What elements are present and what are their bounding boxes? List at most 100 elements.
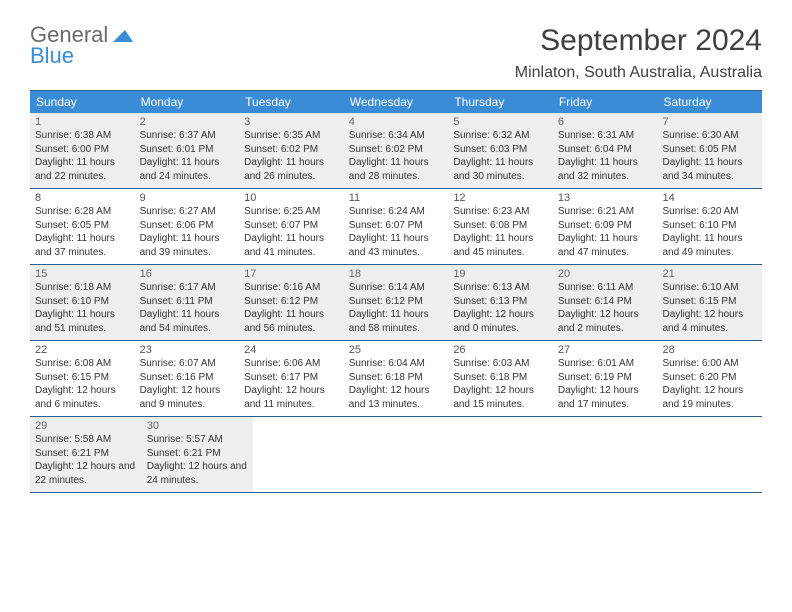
day-cell: 12Sunrise: 6:23 AMSunset: 6:08 PMDayligh… [448,189,553,264]
weekday-monday: Monday [135,91,240,113]
day-info: Sunrise: 6:38 AMSunset: 6:00 PMDaylight:… [35,129,130,183]
day-info: Sunrise: 5:58 AMSunset: 6:21 PMDaylight:… [35,433,137,487]
day-number: 28 [662,344,757,356]
day-number: 1 [35,116,130,128]
day-number: 29 [35,420,137,432]
month-title: September 2024 [515,24,762,58]
day-cell: 18Sunrise: 6:14 AMSunset: 6:12 PMDayligh… [344,265,449,340]
day-number: 26 [453,344,548,356]
day-info: Sunrise: 6:01 AMSunset: 6:19 PMDaylight:… [558,357,653,411]
day-info: Sunrise: 6:16 AMSunset: 6:12 PMDaylight:… [244,281,339,335]
day-number: 16 [140,268,235,280]
day-info: Sunrise: 6:32 AMSunset: 6:03 PMDaylight:… [453,129,548,183]
day-number: 30 [147,420,249,432]
empty-cell [355,417,457,492]
weeks-container: 1Sunrise: 6:38 AMSunset: 6:00 PMDaylight… [30,113,762,493]
day-cell: 10Sunrise: 6:25 AMSunset: 6:07 PMDayligh… [239,189,344,264]
day-cell: 8Sunrise: 6:28 AMSunset: 6:05 PMDaylight… [30,189,135,264]
day-number: 21 [662,268,757,280]
day-info: Sunrise: 6:37 AMSunset: 6:01 PMDaylight:… [140,129,235,183]
day-number: 14 [662,192,757,204]
day-info: Sunrise: 6:11 AMSunset: 6:14 PMDaylight:… [558,281,653,335]
day-cell: 3Sunrise: 6:35 AMSunset: 6:02 PMDaylight… [239,113,344,188]
day-number: 6 [558,116,653,128]
day-number: 8 [35,192,130,204]
day-number: 24 [244,344,339,356]
day-info: Sunrise: 6:06 AMSunset: 6:17 PMDaylight:… [244,357,339,411]
day-cell: 6Sunrise: 6:31 AMSunset: 6:04 PMDaylight… [553,113,658,188]
day-number: 18 [349,268,444,280]
day-cell: 27Sunrise: 6:01 AMSunset: 6:19 PMDayligh… [553,341,658,416]
day-cell: 28Sunrise: 6:00 AMSunset: 6:20 PMDayligh… [657,341,762,416]
day-cell: 29Sunrise: 5:58 AMSunset: 6:21 PMDayligh… [30,417,142,492]
day-cell: 24Sunrise: 6:06 AMSunset: 6:17 PMDayligh… [239,341,344,416]
day-cell: 22Sunrise: 6:08 AMSunset: 6:15 PMDayligh… [30,341,135,416]
day-number: 7 [662,116,757,128]
day-cell: 15Sunrise: 6:18 AMSunset: 6:10 PMDayligh… [30,265,135,340]
weekday-tuesday: Tuesday [239,91,344,113]
day-cell: 7Sunrise: 6:30 AMSunset: 6:05 PMDaylight… [657,113,762,188]
logo-text-wrap: General Blue [30,24,133,67]
day-info: Sunrise: 6:10 AMSunset: 6:15 PMDaylight:… [662,281,757,335]
title-area: September 2024 Minlaton, South Australia… [515,24,762,82]
day-cell: 25Sunrise: 6:04 AMSunset: 6:18 PMDayligh… [344,341,449,416]
week-row: 29Sunrise: 5:58 AMSunset: 6:21 PMDayligh… [30,417,762,493]
day-number: 20 [558,268,653,280]
day-info: Sunrise: 6:25 AMSunset: 6:07 PMDaylight:… [244,205,339,259]
weekday-sunday: Sunday [30,91,135,113]
day-number: 11 [349,192,444,204]
day-cell: 5Sunrise: 6:32 AMSunset: 6:03 PMDaylight… [448,113,553,188]
day-info: Sunrise: 6:30 AMSunset: 6:05 PMDaylight:… [662,129,757,183]
day-info: Sunrise: 6:07 AMSunset: 6:16 PMDaylight:… [140,357,235,411]
day-info: Sunrise: 6:23 AMSunset: 6:08 PMDaylight:… [453,205,548,259]
day-info: Sunrise: 6:34 AMSunset: 6:02 PMDaylight:… [349,129,444,183]
empty-cell [253,417,355,492]
day-info: Sunrise: 5:57 AMSunset: 6:21 PMDaylight:… [147,433,249,487]
day-cell: 23Sunrise: 6:07 AMSunset: 6:16 PMDayligh… [135,341,240,416]
day-cell: 19Sunrise: 6:13 AMSunset: 6:13 PMDayligh… [448,265,553,340]
day-info: Sunrise: 6:13 AMSunset: 6:13 PMDaylight:… [453,281,548,335]
day-number: 3 [244,116,339,128]
day-number: 9 [140,192,235,204]
day-cell: 1Sunrise: 6:38 AMSunset: 6:00 PMDaylight… [30,113,135,188]
day-cell: 11Sunrise: 6:24 AMSunset: 6:07 PMDayligh… [344,189,449,264]
day-number: 4 [349,116,444,128]
empty-cell [457,417,559,492]
day-cell: 13Sunrise: 6:21 AMSunset: 6:09 PMDayligh… [553,189,658,264]
day-info: Sunrise: 6:14 AMSunset: 6:12 PMDaylight:… [349,281,444,335]
day-cell: 20Sunrise: 6:11 AMSunset: 6:14 PMDayligh… [553,265,658,340]
day-cell: 30Sunrise: 5:57 AMSunset: 6:21 PMDayligh… [142,417,254,492]
day-cell: 26Sunrise: 6:03 AMSunset: 6:18 PMDayligh… [448,341,553,416]
day-info: Sunrise: 6:27 AMSunset: 6:06 PMDaylight:… [140,205,235,259]
day-info: Sunrise: 6:03 AMSunset: 6:18 PMDaylight:… [453,357,548,411]
day-info: Sunrise: 6:28 AMSunset: 6:05 PMDaylight:… [35,205,130,259]
day-number: 17 [244,268,339,280]
weekday-friday: Friday [553,91,658,113]
logo-triangle-icon [113,28,133,47]
day-info: Sunrise: 6:18 AMSunset: 6:10 PMDaylight:… [35,281,130,335]
weekday-thursday: Thursday [448,91,553,113]
day-info: Sunrise: 6:31 AMSunset: 6:04 PMDaylight:… [558,129,653,183]
day-number: 19 [453,268,548,280]
day-cell: 16Sunrise: 6:17 AMSunset: 6:11 PMDayligh… [135,265,240,340]
day-cell: 2Sunrise: 6:37 AMSunset: 6:01 PMDaylight… [135,113,240,188]
weekday-header-row: SundayMondayTuesdayWednesdayThursdayFrid… [30,91,762,113]
location: Minlaton, South Australia, Australia [515,64,762,82]
day-info: Sunrise: 6:35 AMSunset: 6:02 PMDaylight:… [244,129,339,183]
day-info: Sunrise: 6:20 AMSunset: 6:10 PMDaylight:… [662,205,757,259]
day-number: 25 [349,344,444,356]
day-number: 10 [244,192,339,204]
day-info: Sunrise: 6:17 AMSunset: 6:11 PMDaylight:… [140,281,235,335]
day-info: Sunrise: 6:08 AMSunset: 6:15 PMDaylight:… [35,357,130,411]
empty-cell [559,417,661,492]
day-number: 15 [35,268,130,280]
day-number: 22 [35,344,130,356]
day-number: 23 [140,344,235,356]
day-info: Sunrise: 6:04 AMSunset: 6:18 PMDaylight:… [349,357,444,411]
day-cell: 9Sunrise: 6:27 AMSunset: 6:06 PMDaylight… [135,189,240,264]
empty-cell [660,417,762,492]
weekday-wednesday: Wednesday [344,91,449,113]
week-row: 8Sunrise: 6:28 AMSunset: 6:05 PMDaylight… [30,189,762,265]
logo-word2: Blue [30,45,133,67]
week-row: 15Sunrise: 6:18 AMSunset: 6:10 PMDayligh… [30,265,762,341]
